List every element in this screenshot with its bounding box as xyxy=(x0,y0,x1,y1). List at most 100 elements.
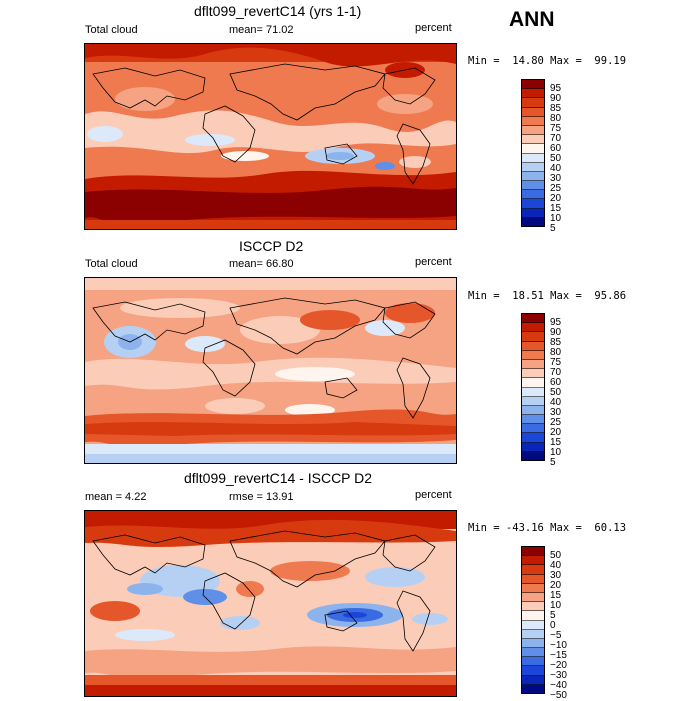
colorbar-tick-label: 5 xyxy=(550,610,556,621)
colorbar-swatch xyxy=(522,217,544,226)
panel2-colorbar xyxy=(521,313,545,461)
panel3-title: dflt099_revertC14 - ISCCP D2 xyxy=(184,470,373,486)
colorbar-swatch xyxy=(522,405,544,416)
colorbar-tick-label: 50 xyxy=(550,550,562,561)
colorbar-swatch xyxy=(522,323,544,333)
colorbar-swatch xyxy=(522,80,544,90)
colorbar-swatch xyxy=(522,556,544,566)
colorbar-swatch xyxy=(522,648,544,658)
colorbar-swatch xyxy=(522,565,544,575)
colorbar-tick-label: 30 xyxy=(550,173,562,184)
colorbar-tick-label: −5 xyxy=(550,630,562,641)
colorbar-swatch xyxy=(522,369,544,379)
panel1-map xyxy=(84,43,457,230)
panel1-colorbar-labels: 95 90 85 80 75 70 60 50 40 30 25 20 15 10 5 xyxy=(550,83,562,234)
colorbar-tick-label: −10 xyxy=(550,640,567,651)
colorbar-swatch xyxy=(522,684,544,693)
panel3-map xyxy=(84,510,457,697)
colorbar-swatch xyxy=(522,350,544,360)
colorbar-tick-label: 20 xyxy=(550,580,562,591)
colorbar-tick-label: 85 xyxy=(550,337,562,348)
colorbar-tick-label: 90 xyxy=(550,327,562,338)
colorbar-swatch xyxy=(522,396,544,406)
colorbar-swatch xyxy=(522,89,544,99)
colorbar-tick-label: 15 xyxy=(550,437,562,448)
colorbar-tick-label: 95 xyxy=(550,83,562,94)
colorbar-swatch xyxy=(522,574,544,584)
colorbar-swatch xyxy=(522,451,544,460)
colorbar-swatch xyxy=(522,208,544,218)
colorbar-swatch xyxy=(522,107,544,117)
colorbar-tick-label: 90 xyxy=(550,93,562,104)
colorbar-swatch xyxy=(522,199,544,209)
colorbar-swatch xyxy=(522,629,544,639)
colorbar-swatch xyxy=(522,415,544,425)
panel3-colorbar xyxy=(521,546,545,694)
colorbar-swatch xyxy=(522,424,544,434)
colorbar-tick-label: 50 xyxy=(550,387,562,398)
colorbar-swatch xyxy=(522,620,544,630)
panel2-minmax: Min = 18.51 Max = 95.86 xyxy=(468,290,627,302)
colorbar-swatch xyxy=(522,666,544,676)
colorbar-swatch xyxy=(522,638,544,649)
panel3-map-svg xyxy=(85,511,456,696)
colorbar-tick-label: 30 xyxy=(550,570,562,581)
colorbar-tick-label: 30 xyxy=(550,407,562,418)
colorbar-swatch xyxy=(522,675,544,685)
season-label: ANN xyxy=(509,8,555,31)
colorbar-tick-label: 80 xyxy=(550,113,562,124)
colorbar-tick-label: −50 xyxy=(550,690,567,701)
colorbar-swatch xyxy=(522,547,544,557)
colorbar-swatch xyxy=(522,387,544,397)
colorbar-tick-label: 50 xyxy=(550,153,562,164)
colorbar-tick-label: 95 xyxy=(550,317,562,328)
colorbar-tick-label: 20 xyxy=(550,193,562,204)
colorbar-swatch xyxy=(522,341,544,351)
panel2-units-label: percent xyxy=(415,256,452,268)
panel2-field-label: Total cloud xyxy=(85,258,138,270)
colorbar-tick-label: 10 xyxy=(550,213,562,224)
colorbar-swatch xyxy=(522,314,544,324)
colorbar-tick-label: 75 xyxy=(550,357,562,368)
colorbar-swatch xyxy=(522,144,544,154)
colorbar-tick-label: 80 xyxy=(550,347,562,358)
panel1-title: dflt099_revertC14 (yrs 1-1) xyxy=(194,3,362,19)
colorbar-swatch xyxy=(522,135,544,145)
panel2-title: ISCCP D2 xyxy=(239,238,304,254)
colorbar-swatch xyxy=(522,162,544,172)
colorbar-tick-label: 40 xyxy=(550,397,562,408)
colorbar-tick-label: 85 xyxy=(550,103,562,114)
colorbar-swatch xyxy=(522,433,544,443)
colorbar-tick-label: 60 xyxy=(550,143,562,154)
panel1-map-svg xyxy=(85,44,456,229)
colorbar-tick-label: 5 xyxy=(550,223,556,234)
colorbar-tick-label: 15 xyxy=(550,590,562,601)
colorbar-swatch xyxy=(522,190,544,200)
colorbar-tick-label: 75 xyxy=(550,123,562,134)
colorbar-swatch xyxy=(522,583,544,593)
colorbar-tick-label: 40 xyxy=(550,560,562,571)
colorbar-swatch xyxy=(522,442,544,452)
panel3-mean-label: mean = 4.22 xyxy=(85,491,147,503)
colorbar-swatch xyxy=(522,332,544,342)
colorbar-tick-label: 25 xyxy=(550,183,562,194)
colorbar-swatch xyxy=(522,125,544,136)
panel1-mean-label: mean= 71.02 xyxy=(229,24,294,36)
colorbar-tick-label: −30 xyxy=(550,670,567,681)
panel1-field-label: Total cloud xyxy=(85,24,138,36)
panel3-units-label: percent xyxy=(415,489,452,501)
colorbar-swatch xyxy=(522,378,544,388)
colorbar-swatch xyxy=(522,98,544,108)
panel3-rmse-label: rmse = 13.91 xyxy=(229,491,294,503)
colorbar-swatch xyxy=(522,171,544,182)
colorbar-tick-label: 40 xyxy=(550,163,562,174)
panel2-colorbar-labels: 95 90 85 80 75 70 60 50 40 30 25 20 15 10 5 xyxy=(550,317,562,468)
panel3-minmax: Min = -43.16 Max = 60.13 xyxy=(468,522,627,534)
colorbar-tick-label: 20 xyxy=(550,427,562,438)
colorbar-tick-label: 10 xyxy=(550,600,562,611)
panel2-map xyxy=(84,277,457,464)
colorbar-tick-label: −20 xyxy=(550,660,567,671)
panel2-mean-label: mean= 66.80 xyxy=(229,258,294,270)
colorbar-tick-label: 10 xyxy=(550,447,562,458)
colorbar-tick-label: 25 xyxy=(550,417,562,428)
